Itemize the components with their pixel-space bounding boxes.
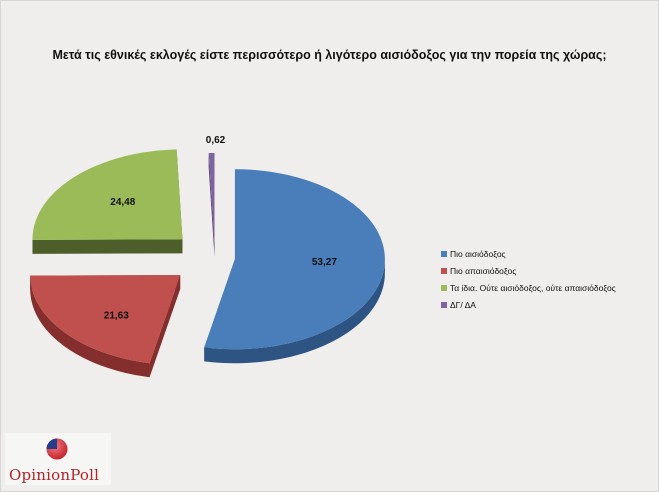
legend-item-3: Τα ίδια. Ούτε αισιόδοξος, ούτε απαισιόδο… — [441, 279, 616, 296]
legend-label: Τα ίδια. Ούτε αισιόδοξος, ούτε απαισιόδο… — [450, 282, 616, 293]
legend-swatch — [441, 250, 447, 257]
pie-slice-4-top — [208, 153, 215, 244]
data-label-4: 0,62 — [206, 135, 226, 146]
logo-text: OpinionPoll — [9, 466, 100, 484]
data-label-1: 53,27 — [312, 257, 337, 268]
legend-swatch — [441, 301, 447, 308]
legend-item-2: Πιο απαισιόδοξος — [441, 262, 616, 279]
pie-slice-1-side — [204, 259, 385, 364]
legend-item-4: ΔΓ/ ΔΑ — [441, 296, 616, 313]
opinionpoll-logo: OpinionPoll — [5, 433, 111, 485]
legend-item-1: Πιο αισιόδοξος — [441, 245, 616, 262]
pie-slice-3 — [32, 149, 183, 254]
legend-label: Πιο απαισιόδοξος — [450, 265, 517, 276]
legend-label: Πιο αισιόδοξος — [450, 248, 506, 259]
pie-slice-3-wall-1 — [32, 239, 183, 254]
pie-slice-2-side — [30, 275, 150, 378]
chart-title: Μετά τις εθνικές εκλογές είστε περισσότε… — [52, 48, 607, 62]
legend-label: ΔΓ/ ΔΑ — [450, 299, 476, 310]
legend-swatch — [441, 267, 447, 274]
logo-icon — [46, 438, 68, 460]
pie-slice-1-top — [204, 169, 385, 350]
pie-slice-3-top — [32, 149, 183, 240]
pie-slice-2 — [30, 275, 181, 378]
pie-slice-4 — [208, 153, 215, 258]
pie-slice-1 — [204, 169, 385, 364]
legend: Πιο αισιόδοξος Πιο απαισιόδοξος Τα ίδια. Ο… — [441, 245, 616, 313]
legend-swatch — [441, 284, 447, 291]
data-label-2: 21,63 — [104, 310, 129, 321]
pie-slice-2-top — [30, 275, 181, 364]
pie-slice-2-wall-1 — [149, 275, 181, 378]
pie-slice-4-wall-1 — [208, 153, 215, 258]
data-label-3: 24,48 — [110, 197, 135, 208]
